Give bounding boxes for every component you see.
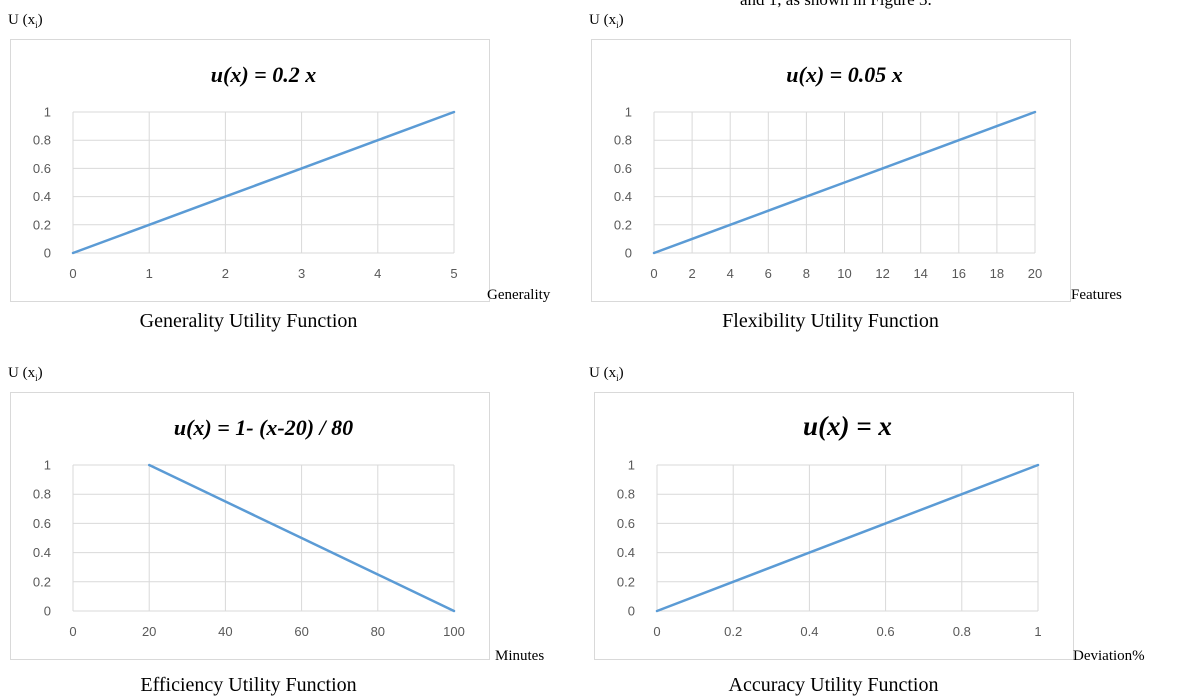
x-tick-label: 4 xyxy=(374,266,381,281)
accuracy-chart-svg: u(x) = x 0 0.2 0.4 0.6 0.8 1 0 0.2 0.4 0.6 0.8 1 xyxy=(617,411,1042,639)
y-axis-label: U (xi) xyxy=(589,365,624,383)
x-tick-label: 1 xyxy=(1034,624,1041,639)
y-axis-label: U (xi) xyxy=(8,12,43,30)
y-tick-label: 0.2 xyxy=(33,217,51,232)
y-axis-label: U (xi) xyxy=(8,365,43,383)
x-tick-label: 0 xyxy=(650,266,657,281)
x-tick-label: 8 xyxy=(803,266,810,281)
x-tick-label: 20 xyxy=(142,624,156,639)
flexibility-chart: u(x) = 0.05 x 0 0.2 0.4 0.6 0.8 1 0 2 4 6 8 10 12 14 16… xyxy=(591,39,1071,302)
y-tick-label: 0.2 xyxy=(614,217,632,232)
chart-caption: Accuracy Utility Function xyxy=(728,674,939,696)
y-tick-label: 0 xyxy=(628,604,635,619)
y-axis-label: U (xi) xyxy=(589,12,624,30)
series-line xyxy=(71,110,456,255)
x-tick-label: 0.4 xyxy=(800,624,818,639)
x-tick-label: 1 xyxy=(146,266,153,281)
y-tick-label: 0.4 xyxy=(33,545,51,560)
flexibility-chart-svg: u(x) = 0.05 x00.20.40.60.810 2 4 6 8 10 12 14 16… xyxy=(614,62,1042,281)
x-tick-label: 0 xyxy=(69,624,76,639)
x-tick-label: 12 xyxy=(875,266,889,281)
x-tick-label: 16 xyxy=(952,266,966,281)
x-axis-unit: Generality xyxy=(487,287,551,303)
efficiency-chart: u(x) = 1- (x-20) / 80 0 0.2 0.4 0.6 0.8 1 0 20 40… xyxy=(10,392,490,660)
x-tick-label: 18 xyxy=(990,266,1004,281)
x-tick-label: 3 xyxy=(298,266,305,281)
x-tick-label: 60 xyxy=(294,624,308,639)
x-tick-label: 20 xyxy=(1028,266,1042,281)
y-tick-label: 0.2 xyxy=(33,574,51,589)
y-tick-label: 0.8 xyxy=(33,487,51,502)
y-tick-label: 0.4 xyxy=(617,545,635,560)
chart-title: u(x) = x xyxy=(803,411,892,441)
chart-title: u(x) = 0.05 x xyxy=(786,62,902,87)
x-tick-label: 2 xyxy=(688,266,695,281)
x-tick-label: 10 xyxy=(837,266,851,281)
y-tick-label: 1 xyxy=(625,105,632,120)
y-tick-label: 0.8 xyxy=(614,133,632,148)
y-tick-label: 1 xyxy=(44,105,51,120)
y-tick-label: 0 xyxy=(44,246,51,261)
x-tick-label: 2 xyxy=(222,266,229,281)
x-tick-label: 4 xyxy=(727,266,734,281)
accuracy-chart: u(x) = x 0 0.2 0.4 0.6 0.8 1 0 0.2 0.4 0.6 0.8 1 xyxy=(594,392,1074,660)
generality-chart-svg: u(x) = 0.2 x 0 0.2 0.4 0.6 0.8 1 0 1 2 3 4 5 xyxy=(33,62,458,281)
x-tick-label: 100 xyxy=(443,624,465,639)
x-tick-label: 0.6 xyxy=(877,624,895,639)
series-line xyxy=(147,463,456,613)
chart-caption: Generality Utility Function xyxy=(139,310,358,332)
x-tick-label: 0.8 xyxy=(953,624,971,639)
y-tick-label: 1 xyxy=(44,458,51,473)
x-axis-unit: Deviation% xyxy=(1073,648,1145,664)
chart-caption: Flexibility Utility Function xyxy=(722,310,939,332)
chart-title: u(x) = 0.2 x xyxy=(211,62,316,87)
y-tick-label: 0.6 xyxy=(617,516,635,531)
y-tick-label: 0.4 xyxy=(614,189,632,204)
efficiency-chart-svg: u(x) = 1- (x-20) / 80 0 0.2 0.4 0.6 0.8 1 0 20 40… xyxy=(33,415,465,639)
y-tick-label: 0 xyxy=(44,604,51,619)
series-line xyxy=(655,463,1040,613)
y-tick-label: 1 xyxy=(628,458,635,473)
x-tick-label: 0 xyxy=(69,266,76,281)
x-tick-label: 0.2 xyxy=(724,624,742,639)
y-tick-label: 0.6 xyxy=(33,161,51,176)
y-tick-label: 0.4 xyxy=(33,189,51,204)
top-text: and 1, as shown in Figure 3. xyxy=(740,0,932,10)
x-tick-label: 40 xyxy=(218,624,232,639)
x-axis-unit: Features xyxy=(1071,287,1122,303)
series-line xyxy=(652,110,1037,255)
y-tick-label: 0.8 xyxy=(33,133,51,148)
x-tick-label: 14 xyxy=(913,266,927,281)
y-tick-label: 0.6 xyxy=(614,161,632,176)
y-tick-label: 0.2 xyxy=(617,574,635,589)
x-tick-label: 6 xyxy=(765,266,772,281)
y-tick-label: 0.6 xyxy=(33,516,51,531)
generality-chart: u(x) = 0.2 x 0 0.2 0.4 0.6 0.8 1 0 1 2 3 4 5 xyxy=(10,39,490,302)
x-tick-label: 80 xyxy=(371,624,385,639)
chart-title: u(x) = 1- (x-20) / 80 xyxy=(174,415,353,440)
x-tick-label: 0 xyxy=(653,624,660,639)
x-axis-unit: Minutes xyxy=(495,648,545,664)
y-tick-label: 0.8 xyxy=(617,487,635,502)
y-tick-label: 0 xyxy=(625,246,632,261)
chart-caption: Efficiency Utility Function xyxy=(140,674,357,696)
x-tick-label: 5 xyxy=(450,266,457,281)
